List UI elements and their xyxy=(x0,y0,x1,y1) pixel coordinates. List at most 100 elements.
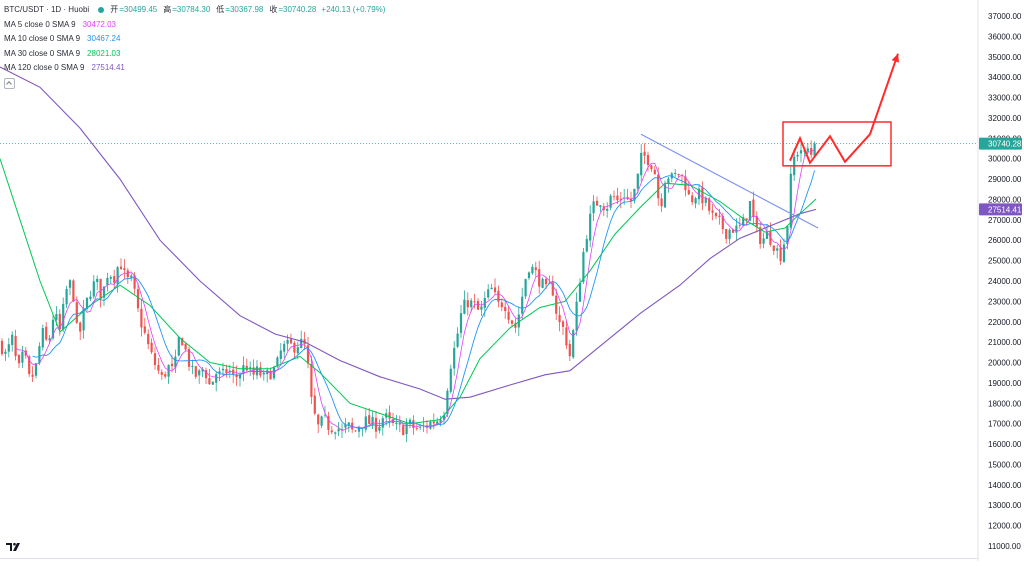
candle[interactable] xyxy=(429,419,432,430)
candle[interactable] xyxy=(585,235,588,253)
candle[interactable] xyxy=(140,299,143,337)
candle[interactable] xyxy=(266,367,269,383)
candle[interactable] xyxy=(561,319,565,336)
candle[interactable] xyxy=(113,269,116,290)
candle[interactable] xyxy=(480,300,483,317)
candle[interactable] xyxy=(432,413,435,430)
chevron-up-icon[interactable] xyxy=(4,77,15,89)
candle[interactable] xyxy=(289,333,293,345)
candle[interactable] xyxy=(259,361,262,378)
candle[interactable] xyxy=(17,353,21,369)
candle[interactable] xyxy=(687,181,690,195)
candle[interactable] xyxy=(640,144,643,182)
candle[interactable] xyxy=(514,318,517,333)
candle[interactable] xyxy=(391,412,395,426)
candle[interactable] xyxy=(534,261,537,278)
candle[interactable] xyxy=(422,417,425,432)
ma120-line[interactable] xyxy=(0,66,817,400)
candle[interactable] xyxy=(755,211,758,233)
candle[interactable] xyxy=(41,324,44,351)
candle[interactable] xyxy=(191,359,194,375)
candle[interactable] xyxy=(582,247,585,284)
candle[interactable] xyxy=(487,284,490,300)
candle[interactable] xyxy=(147,329,150,350)
candle[interactable] xyxy=(555,288,558,320)
candle[interactable] xyxy=(517,306,520,337)
candle[interactable] xyxy=(616,187,619,204)
candle[interactable] xyxy=(609,194,612,211)
candle[interactable] xyxy=(310,355,313,405)
candle[interactable] xyxy=(14,329,17,361)
candle[interactable] xyxy=(694,196,697,209)
candle[interactable] xyxy=(68,279,72,296)
candle[interactable] xyxy=(799,142,803,163)
candle[interactable] xyxy=(364,409,367,433)
candle[interactable] xyxy=(653,166,656,175)
candle[interactable] xyxy=(62,297,65,332)
candle[interactable] xyxy=(198,368,201,384)
candle[interactable] xyxy=(711,204,714,221)
candle[interactable] xyxy=(507,306,510,324)
candle[interactable] xyxy=(524,278,527,299)
candle[interactable] xyxy=(538,260,541,294)
candle[interactable] xyxy=(194,365,197,379)
candle[interactable] xyxy=(412,415,415,435)
candle[interactable] xyxy=(531,264,534,275)
candle[interactable] xyxy=(500,298,503,312)
candle[interactable] xyxy=(470,298,473,313)
candle[interactable] xyxy=(636,173,639,194)
candle[interactable] xyxy=(473,293,476,309)
candle[interactable] xyxy=(398,415,401,433)
candle[interactable] xyxy=(123,259,126,279)
candle[interactable] xyxy=(691,192,694,206)
annotation-zigzag-arrow[interactable] xyxy=(789,53,899,165)
candle[interactable] xyxy=(789,165,792,230)
candle[interactable] xyxy=(106,272,109,292)
candle[interactable] xyxy=(85,297,89,312)
ma30-line[interactable] xyxy=(0,158,817,425)
candle[interactable] xyxy=(323,405,327,418)
candle[interactable] xyxy=(728,228,731,244)
trendline[interactable] xyxy=(640,133,819,229)
candle[interactable] xyxy=(725,228,728,244)
legend-ma10-row[interactable]: MA 10 close 0 SMA 9 30467.24 xyxy=(4,32,385,47)
candle[interactable] xyxy=(51,314,55,341)
candle[interactable] xyxy=(187,346,191,371)
candle[interactable] xyxy=(660,193,663,213)
candle[interactable] xyxy=(82,300,85,339)
legend-ma5-row[interactable]: MA 5 close 0 SMA 9 30472.03 xyxy=(4,18,385,33)
candle[interactable] xyxy=(279,343,282,365)
candle[interactable] xyxy=(714,212,718,220)
candle[interactable] xyxy=(602,202,605,217)
candle[interactable] xyxy=(643,143,646,165)
candle[interactable] xyxy=(72,279,75,303)
candle[interactable] xyxy=(11,331,14,352)
candle[interactable] xyxy=(578,278,582,302)
candle[interactable] xyxy=(344,417,347,434)
candle[interactable] xyxy=(283,340,286,359)
candle[interactable] xyxy=(245,358,248,372)
candle[interactable] xyxy=(160,369,163,380)
candle[interactable] xyxy=(442,411,446,424)
candle[interactable] xyxy=(663,180,667,208)
candle[interactable] xyxy=(466,292,469,316)
candle[interactable] xyxy=(368,407,371,425)
legend-ma120-row[interactable]: MA 120 close 0 SMA 9 27514.41 xyxy=(4,61,385,76)
candle[interactable] xyxy=(504,299,507,319)
candle[interactable] xyxy=(255,360,259,380)
candle[interactable] xyxy=(670,171,673,183)
candle[interactable] xyxy=(650,164,653,172)
candle[interactable] xyxy=(300,330,303,349)
candle[interactable] xyxy=(742,213,745,226)
candle[interactable] xyxy=(446,388,449,417)
candle[interactable] xyxy=(361,428,364,437)
ma5-line[interactable] xyxy=(15,149,815,431)
candle[interactable] xyxy=(772,245,775,256)
candle[interactable] xyxy=(490,283,493,290)
candle[interactable] xyxy=(75,296,78,325)
candle[interactable] xyxy=(184,342,187,351)
candle[interactable] xyxy=(782,238,786,263)
annotation-box[interactable] xyxy=(782,121,892,167)
candle[interactable] xyxy=(34,362,38,379)
